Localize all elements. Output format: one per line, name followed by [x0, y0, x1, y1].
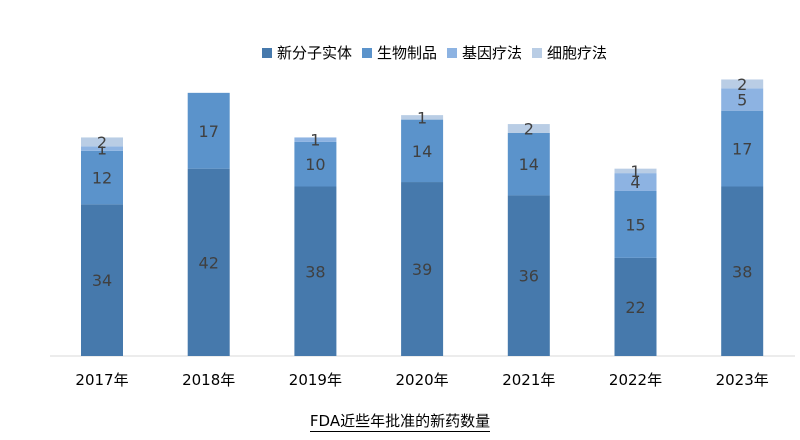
x-tick-label: 2018年: [182, 371, 235, 389]
data-label: 14: [519, 155, 539, 174]
bar-segment: [294, 141, 337, 187]
chart-caption-text: FDA近些年批准的新药数量: [309, 412, 491, 432]
x-tick-label: 2023年: [716, 371, 769, 389]
legend-item: 细胞疗法: [532, 42, 607, 63]
bar-segment: [721, 88, 764, 111]
legend-swatch: [532, 47, 543, 58]
data-label: 4: [630, 173, 640, 192]
data-label: 2: [97, 133, 107, 152]
bar-segment: [614, 190, 657, 258]
bar-segment: [401, 119, 444, 183]
data-label: 17: [199, 122, 219, 141]
legend-swatch: [362, 47, 373, 58]
legend-label: 基因疗法: [462, 44, 523, 62]
bar-segment: [294, 137, 337, 142]
legend-label: 新分子实体: [277, 44, 353, 62]
data-label: 38: [732, 262, 752, 281]
data-label: 10: [305, 155, 325, 174]
chart-caption: FDA近些年批准的新药数量: [0, 410, 800, 432]
data-label: 22: [625, 298, 645, 317]
bar-segment: [614, 173, 657, 191]
data-label: 1: [310, 131, 320, 150]
bar-segment: [507, 132, 550, 196]
data-label: 5: [737, 91, 747, 110]
legend-swatch: [262, 47, 272, 58]
x-tick-label: 2019年: [289, 371, 342, 389]
bar-segment: [81, 204, 123, 356]
legend-item: 生物制品: [362, 42, 437, 63]
chart-legend: 新分子实体 生物制品 基因疗法 细胞疗法: [262, 42, 617, 63]
legend-label: 细胞疗法: [547, 44, 608, 62]
bar-segment: [507, 124, 550, 133]
bar-segment: [614, 168, 657, 174]
bar-segment: [614, 257, 657, 356]
data-label: 2: [524, 120, 534, 139]
bar-segment: [721, 186, 764, 356]
data-label: 2: [737, 75, 747, 94]
data-label: 14: [412, 142, 432, 161]
data-label: 39: [412, 260, 432, 279]
data-label: 12: [92, 169, 112, 188]
x-tick-label: 2020年: [396, 371, 449, 389]
data-label: 1: [417, 108, 427, 127]
data-label: 17: [732, 140, 752, 159]
bar-segment: [81, 146, 123, 151]
x-tick-label: 2022年: [609, 371, 662, 389]
bar-segment: [507, 195, 550, 356]
legend-item: 新分子实体: [262, 42, 352, 63]
bar-segment: [721, 79, 764, 89]
bar-segment: [81, 137, 123, 147]
legend-item: 基因疗法: [447, 42, 522, 63]
bar-segment: [294, 186, 337, 356]
bar-segment: [187, 92, 230, 169]
data-label: 36: [519, 267, 539, 286]
bar-segment: [721, 110, 764, 187]
data-label: 1: [97, 140, 107, 159]
x-tick-label: 2021年: [502, 371, 555, 389]
data-label: 42: [199, 253, 219, 272]
legend-swatch: [447, 47, 458, 58]
data-label: 1: [630, 162, 640, 181]
bar-segment: [81, 150, 123, 205]
bar-segment: [401, 115, 444, 120]
data-label: 38: [305, 262, 325, 281]
legend-label: 生物制品: [377, 44, 438, 62]
x-tick-label: 2017年: [75, 371, 128, 389]
data-label: 15: [625, 215, 645, 234]
bar-segment: [401, 182, 444, 356]
data-label: 34: [92, 271, 112, 290]
bar-segment: [187, 168, 230, 356]
